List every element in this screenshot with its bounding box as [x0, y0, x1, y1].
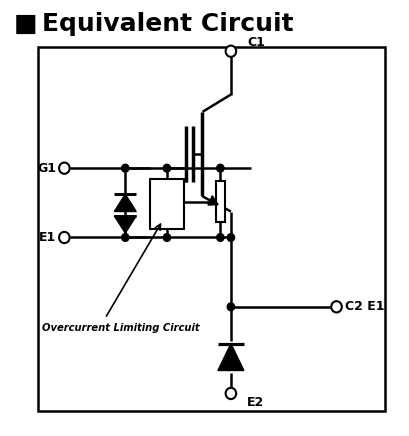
Text: E2: E2 — [247, 395, 264, 409]
Circle shape — [59, 232, 70, 243]
Circle shape — [59, 163, 70, 174]
Circle shape — [227, 234, 234, 242]
Polygon shape — [218, 344, 244, 371]
Bar — [216, 181, 225, 222]
Circle shape — [331, 301, 342, 313]
Circle shape — [226, 388, 236, 399]
Text: Overcurrent Limiting Circuit: Overcurrent Limiting Circuit — [42, 324, 200, 334]
Circle shape — [163, 234, 171, 242]
Polygon shape — [208, 196, 218, 205]
Circle shape — [163, 164, 171, 172]
Circle shape — [217, 164, 224, 172]
Text: E1: E1 — [39, 231, 56, 244]
Circle shape — [121, 234, 129, 242]
Polygon shape — [115, 216, 136, 233]
Text: C1: C1 — [247, 36, 265, 49]
Text: Equivalent Circuit: Equivalent Circuit — [42, 12, 294, 36]
Circle shape — [217, 234, 224, 242]
Text: ■: ■ — [13, 12, 37, 36]
Text: C2 E1: C2 E1 — [345, 300, 384, 313]
Circle shape — [227, 303, 234, 311]
Bar — [38, 47, 385, 411]
Bar — [150, 179, 184, 229]
Circle shape — [121, 164, 129, 172]
Text: G1: G1 — [37, 162, 56, 175]
Circle shape — [226, 46, 236, 57]
Polygon shape — [115, 194, 136, 211]
